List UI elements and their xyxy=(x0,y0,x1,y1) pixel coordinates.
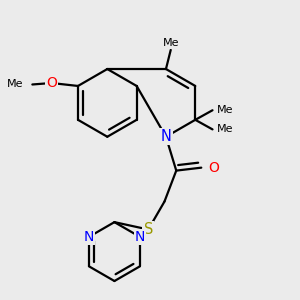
Text: Me: Me xyxy=(217,124,233,134)
Text: Me: Me xyxy=(6,80,23,89)
Text: Me: Me xyxy=(217,105,233,115)
Text: N: N xyxy=(135,230,145,244)
Text: Me: Me xyxy=(163,38,179,48)
Text: O: O xyxy=(208,161,219,175)
Text: N: N xyxy=(160,129,171,144)
Text: S: S xyxy=(144,222,153,237)
Text: N: N xyxy=(84,230,94,244)
Text: O: O xyxy=(46,76,57,90)
